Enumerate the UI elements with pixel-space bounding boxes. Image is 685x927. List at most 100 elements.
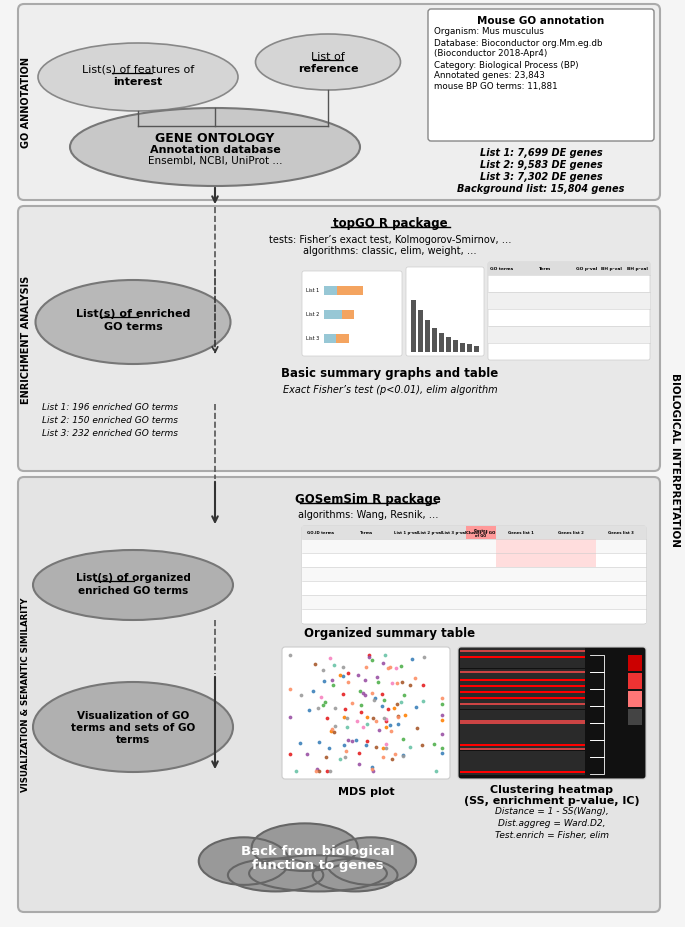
Bar (460, 739, 585, 741)
Point (397, 749, 408, 764)
Bar (453, 341, 458, 352)
Point (369, 692, 379, 707)
Bar (460, 763, 585, 765)
Point (351, 733, 362, 748)
Ellipse shape (38, 44, 238, 112)
Point (322, 711, 333, 726)
Bar (324, 286, 363, 295)
Point (284, 746, 295, 761)
Point (395, 694, 406, 709)
Bar (419, 311, 423, 352)
Text: Mouse GO annotation: Mouse GO annotation (477, 16, 605, 26)
Text: terms and sets of GO: terms and sets of GO (71, 722, 195, 732)
FancyBboxPatch shape (302, 581, 646, 595)
Point (399, 708, 410, 723)
Point (290, 764, 301, 779)
Bar (460, 753, 585, 755)
Ellipse shape (36, 281, 230, 364)
Text: Dist.aggreg = Ward.D2,: Dist.aggreg = Ward.D2, (498, 819, 606, 828)
Bar (460, 717, 585, 720)
Bar (460, 663, 585, 665)
Text: List 2: 9,583 DE genes: List 2: 9,583 DE genes (479, 159, 602, 170)
Point (405, 678, 416, 692)
Point (389, 701, 400, 716)
Point (342, 667, 353, 681)
Bar (460, 665, 585, 667)
Text: Cluster of GO: Cluster of GO (466, 531, 496, 535)
FancyBboxPatch shape (488, 262, 650, 361)
Point (366, 759, 377, 774)
Point (351, 714, 362, 729)
Bar (460, 705, 585, 707)
Bar (460, 720, 585, 722)
Point (338, 687, 349, 702)
FancyBboxPatch shape (546, 540, 596, 553)
Point (436, 691, 447, 705)
Text: GO.ID terms: GO.ID terms (308, 531, 334, 535)
Point (397, 731, 408, 746)
Text: algorithms: classic, elim, weight, …: algorithms: classic, elim, weight, … (303, 246, 477, 256)
Bar (628, 655, 642, 671)
Bar (440, 334, 445, 352)
Text: BH p-val: BH p-val (601, 267, 622, 272)
Text: Back from biological: Back from biological (241, 844, 395, 857)
Bar (628, 673, 642, 690)
Bar (460, 667, 585, 668)
Point (429, 736, 440, 751)
Bar (425, 321, 430, 352)
Bar (460, 677, 585, 679)
Bar (460, 692, 585, 693)
Point (340, 744, 351, 759)
Point (370, 691, 381, 705)
Text: Clustering heatmap: Clustering heatmap (490, 784, 614, 794)
Text: VISUALIZATION & SEMANTIC SIMILARITY: VISUALIZATION & SEMANTIC SIMILARITY (21, 597, 31, 792)
Bar (460, 765, 585, 767)
FancyBboxPatch shape (488, 293, 650, 310)
Text: List 3: List 3 (306, 337, 319, 341)
Point (343, 675, 354, 690)
FancyBboxPatch shape (302, 527, 646, 624)
Text: terms: terms (116, 734, 150, 744)
Point (392, 676, 403, 691)
Point (373, 723, 384, 738)
Point (395, 659, 406, 674)
Text: Exact Fisher’s test (p<0.01), elim algorithm: Exact Fisher’s test (p<0.01), elim algor… (283, 385, 497, 395)
FancyBboxPatch shape (302, 567, 646, 581)
Point (346, 734, 357, 749)
Text: topGO R package: topGO R package (333, 217, 447, 230)
Text: (Bioconductor 2018-Apr4): (Bioconductor 2018-Apr4) (434, 49, 547, 58)
FancyBboxPatch shape (496, 540, 546, 553)
Point (360, 660, 371, 675)
Text: GO terms: GO terms (490, 267, 514, 272)
Text: List 1: 7,699 DE genes: List 1: 7,699 DE genes (479, 147, 602, 158)
Text: Annotation database: Annotation database (149, 145, 280, 155)
Point (358, 685, 369, 700)
Point (380, 741, 391, 756)
Text: Terms: Terms (360, 531, 373, 535)
Bar (324, 334, 349, 343)
Point (321, 764, 332, 779)
Point (337, 659, 348, 674)
Point (311, 764, 322, 779)
Point (362, 734, 373, 749)
Text: Category: Biological Process (BP): Category: Biological Process (BP) (434, 60, 579, 70)
Point (368, 711, 379, 726)
Ellipse shape (326, 837, 416, 885)
Point (356, 705, 366, 719)
Text: List 1: 196 enriched GO terms: List 1: 196 enriched GO terms (42, 403, 178, 413)
FancyBboxPatch shape (466, 527, 496, 540)
Point (380, 712, 391, 727)
Bar (460, 773, 585, 775)
FancyBboxPatch shape (488, 262, 650, 275)
Text: GO terms: GO terms (103, 322, 162, 332)
Bar (460, 769, 585, 771)
Point (366, 762, 377, 777)
Bar (460, 343, 466, 352)
Point (334, 667, 345, 682)
Bar (460, 668, 585, 671)
Point (327, 678, 338, 692)
FancyBboxPatch shape (18, 477, 660, 912)
Point (377, 655, 388, 670)
Point (410, 670, 421, 685)
Bar (460, 700, 585, 702)
